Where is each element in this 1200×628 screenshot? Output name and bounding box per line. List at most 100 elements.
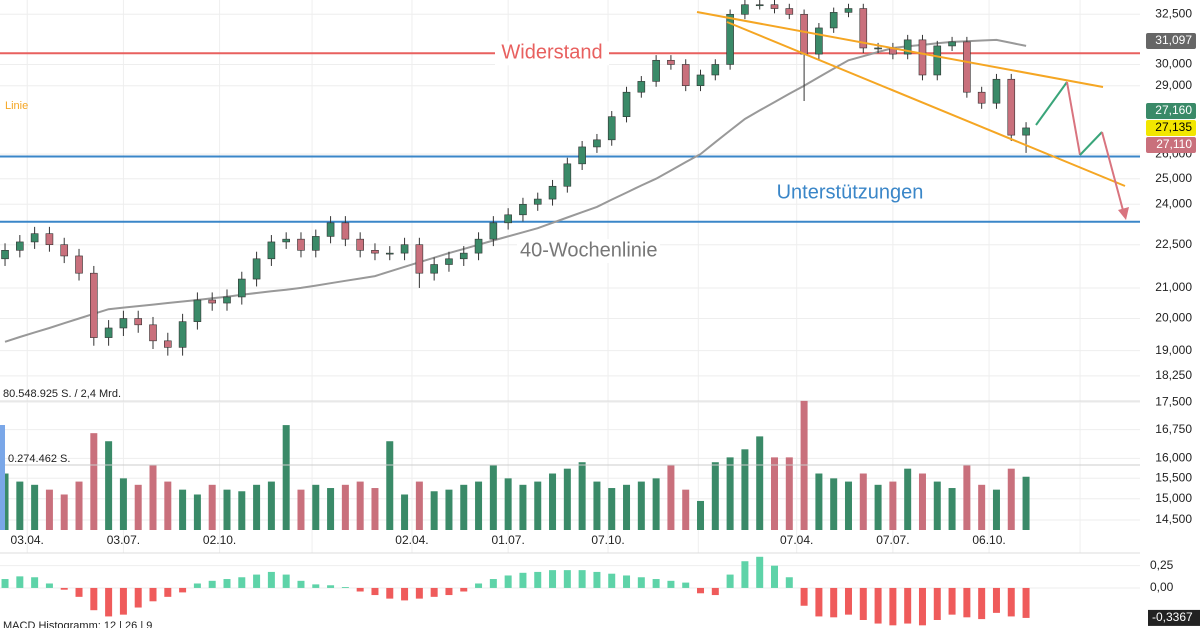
candle-body: [829, 12, 838, 29]
candle-body: [504, 214, 512, 224]
macd-bar: [475, 583, 483, 588]
candle-body: [992, 78, 1001, 104]
candle-body: [149, 324, 157, 342]
x-tick-label: 07.10.: [591, 533, 624, 547]
candle-body: [415, 244, 424, 274]
candle-body: [681, 64, 690, 86]
volume-bar: [386, 441, 394, 530]
macd-bar: [460, 587, 468, 592]
candle-body: [548, 185, 557, 200]
volume-bar: [75, 481, 83, 530]
volume-bar: [16, 481, 24, 530]
volume-bar: [874, 484, 882, 530]
channel-line: [726, 21, 1126, 187]
macd-bar: [800, 587, 808, 606]
macd-bar: [415, 587, 423, 599]
x-tick-label: 06.10.: [972, 533, 1005, 547]
candle-body: [533, 198, 542, 205]
projection-down: [1101, 131, 1125, 215]
volume-bar: [208, 484, 216, 530]
y-tick-label: 17,500: [1155, 394, 1192, 408]
x-tick-label: 07.07.: [876, 533, 909, 547]
y-tick-label: 16,000: [1155, 451, 1192, 465]
candle-body: [208, 299, 216, 304]
macd-bar: [549, 570, 557, 588]
y-tick-label: 18,250: [1155, 368, 1192, 382]
macd-bar: [815, 587, 823, 617]
candle-body: [237, 278, 246, 298]
macd-bar: [371, 587, 379, 596]
macd-bar: [356, 587, 364, 592]
candle-body: [785, 8, 794, 15]
projection-down: [1066, 81, 1081, 156]
candle-body: [770, 4, 779, 9]
x-tick-label: 07.04.: [780, 533, 813, 547]
price-label: 27,110: [1156, 137, 1192, 151]
macd-bar: [874, 587, 882, 624]
candle-body: [726, 13, 734, 65]
candle-body: [16, 241, 24, 251]
candle-body: [60, 244, 69, 257]
volume-bar: [519, 484, 527, 530]
volume-bar: [1, 473, 9, 530]
x-tick-label: 03.07.: [107, 533, 140, 547]
macd-bar: [445, 587, 453, 596]
macd-bar: [1007, 587, 1015, 617]
candle-body: [341, 222, 350, 240]
macd-bar: [179, 587, 187, 593]
candle-body: [963, 41, 971, 93]
volume-bar: [90, 433, 98, 530]
data-layer: [0, 0, 1140, 626]
volume-bar: [815, 473, 823, 530]
volume-bar: [889, 481, 897, 530]
candle-body: [977, 91, 986, 104]
macd-bar: [90, 587, 98, 611]
y-tick-label: 15,500: [1155, 470, 1192, 484]
x-tick-label: 03.04.: [11, 533, 44, 547]
macd-bar: [830, 587, 838, 618]
macd-bar: [933, 587, 941, 620]
candle-body: [607, 116, 616, 141]
volume-bar: [193, 494, 201, 530]
macd-tick-label: 0,00: [1150, 580, 1174, 594]
macd-bar: [430, 587, 438, 597]
volume-bar: [371, 488, 379, 530]
arrow-head: [1118, 207, 1129, 220]
volume-bar: [31, 484, 39, 530]
macd-bar: [282, 574, 290, 588]
candle-body: [90, 272, 98, 338]
volume-bar: [978, 484, 986, 530]
volume-bar: [859, 473, 867, 530]
volume-bar: [771, 457, 779, 530]
y-tick-label: 22,500: [1155, 237, 1192, 251]
macd-bar: [978, 587, 986, 620]
projection-up: [1079, 131, 1103, 156]
volume-bar: [430, 491, 438, 530]
volume-bar: [549, 473, 557, 530]
price-label: 27,160: [1155, 103, 1192, 117]
macd-bar: [401, 587, 409, 601]
macd-bar: [253, 574, 261, 588]
candle-body: [652, 59, 660, 82]
candle-body: [326, 222, 335, 237]
candle-body: [282, 238, 290, 243]
candle-body: [252, 258, 261, 280]
y-tick-label: 30,000: [1155, 57, 1192, 71]
macd-bar: [119, 587, 127, 615]
macd-bar: [297, 580, 305, 588]
y-tick-label: 29,000: [1155, 78, 1192, 92]
candle-body: [874, 47, 882, 50]
candle-body: [223, 296, 231, 304]
candle-body: [622, 91, 631, 117]
volume-bar: [415, 481, 423, 530]
macd-tick-label: 0,25: [1150, 558, 1174, 572]
candle-body: [134, 318, 143, 326]
candle-body: [371, 250, 379, 254]
macd-bar: [31, 577, 39, 588]
macd-bar: [623, 575, 631, 588]
macd-bar: [948, 587, 956, 615]
macd-bar: [652, 579, 660, 588]
volume-bar: [356, 481, 364, 530]
macd-bar: [918, 587, 926, 626]
